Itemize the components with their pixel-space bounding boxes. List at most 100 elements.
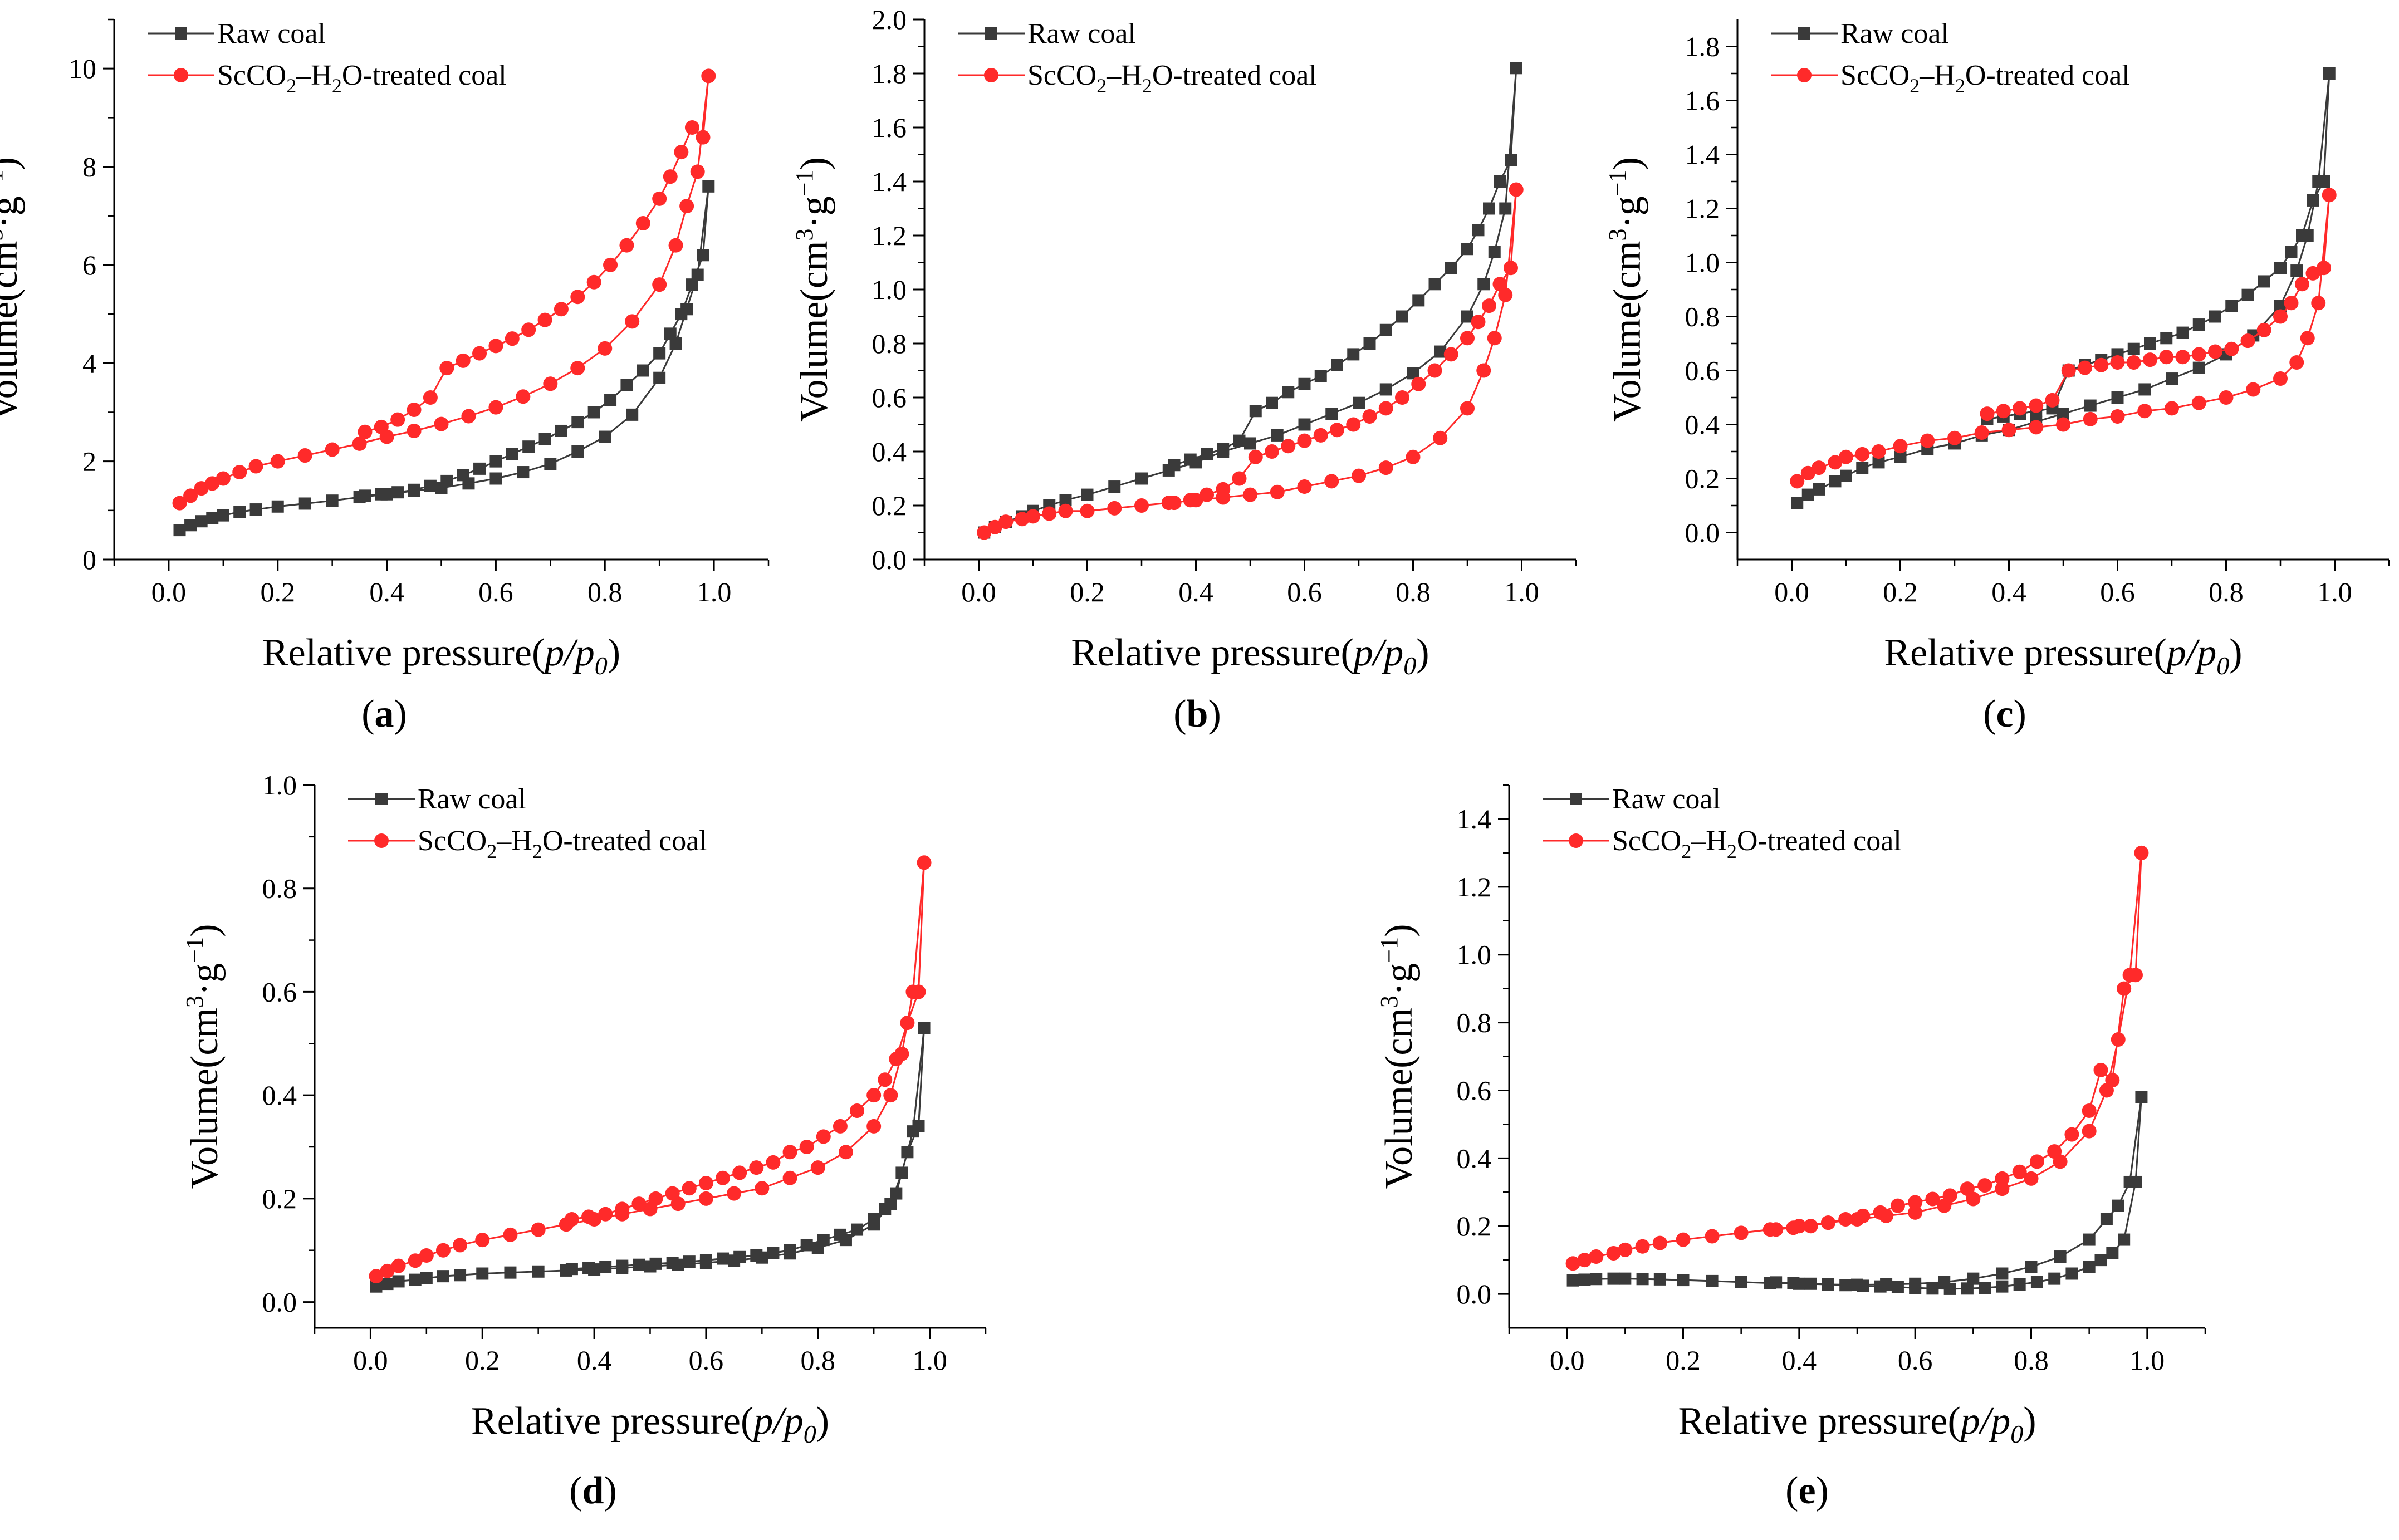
- data-point-treated: [1232, 471, 1247, 486]
- data-point-treated: [1820, 1215, 1835, 1230]
- data-point-raw: [2084, 399, 2097, 412]
- data-point-raw: [1499, 202, 1512, 215]
- data-point-raw: [1829, 475, 1842, 488]
- y-tick-label: 6: [82, 249, 96, 281]
- y-tick-label: 0.4: [262, 1080, 297, 1111]
- data-point-raw: [1787, 1277, 1800, 1289]
- data-point-raw: [233, 506, 246, 518]
- data-point-treated: [2128, 968, 2143, 983]
- data-point-treated: [684, 120, 699, 135]
- data-point-raw: [184, 519, 197, 532]
- data-point-raw: [2290, 264, 2303, 277]
- data-point-treated: [2295, 277, 2309, 292]
- legend-label: ScCO2–H2O-treated coal: [1027, 60, 1317, 97]
- data-point-treated: [380, 1263, 395, 1278]
- y-tick-label: 1.4: [1457, 803, 1492, 835]
- data-point-treated: [194, 481, 209, 496]
- data-point-treated: [564, 1212, 579, 1227]
- y-tick-label: 0.4: [1457, 1142, 1492, 1174]
- data-point-treated: [2029, 1154, 2044, 1169]
- x-tick-label: 0.6: [1287, 576, 1322, 607]
- y-tick-label: 0.6: [1685, 355, 1720, 386]
- data-point-raw: [504, 1266, 517, 1279]
- data-point-raw: [1735, 1276, 1747, 1288]
- data-point-treated: [1890, 1198, 1905, 1213]
- data-point-raw: [767, 1247, 780, 1259]
- data-point-treated: [543, 376, 558, 391]
- data-point-raw: [2094, 1254, 2107, 1267]
- y-tick-label: 8: [82, 151, 96, 183]
- data-point-treated: [2093, 1062, 2108, 1077]
- data-point-treated: [1769, 1222, 1784, 1237]
- data-point-treated: [1873, 1205, 1888, 1220]
- data-point-treated: [554, 302, 569, 317]
- data-point-treated: [505, 331, 520, 346]
- data-point-raw: [517, 466, 530, 479]
- data-point-raw: [1407, 367, 1419, 380]
- legend: Raw coal ScCO2–H2O-treated coal: [1543, 783, 1902, 862]
- data-point-treated: [407, 423, 422, 438]
- data-point-treated: [456, 353, 471, 368]
- data-point-treated: [374, 419, 389, 434]
- data-point-treated: [2256, 322, 2271, 337]
- y-tick-label: 0.0: [1685, 517, 1720, 548]
- data-point-raw: [1184, 453, 1197, 466]
- data-point-raw: [666, 1257, 679, 1269]
- data-point-treated: [537, 312, 552, 327]
- panel-label: (e): [1785, 1469, 1829, 1512]
- data-point-raw: [2065, 1267, 2078, 1280]
- x-axis-label: Relative pressure(p/p0): [1071, 631, 1429, 680]
- data-point-raw: [2209, 310, 2221, 323]
- series-raw-coal: [1791, 67, 2336, 509]
- data-point-raw: [1488, 246, 1501, 258]
- data-point-treated: [690, 164, 705, 179]
- data-point-raw: [587, 406, 600, 419]
- data-point-raw: [1798, 27, 1810, 40]
- data-point-treated: [1786, 1220, 1801, 1235]
- data-point-raw: [697, 249, 709, 262]
- data-point-raw: [1445, 262, 1457, 274]
- x-tick-label: 0.2: [1070, 576, 1105, 607]
- data-point-raw: [571, 445, 584, 458]
- x-tick-label: 0.2: [261, 576, 296, 607]
- data-point-treated: [2208, 344, 2222, 359]
- data-point-treated: [205, 476, 220, 491]
- x-tick-label: 1.0: [697, 576, 732, 607]
- data-point-treated: [1378, 460, 1393, 475]
- data-point-treated: [2305, 266, 2320, 281]
- data-point-treated: [1492, 277, 1507, 292]
- y-tick-label: 1.8: [872, 58, 907, 89]
- y-tick-label: 0.2: [872, 490, 907, 521]
- y-tick-label: 0.6: [872, 382, 907, 413]
- data-point-treated: [570, 361, 585, 376]
- data-point-treated: [1995, 1171, 2010, 1186]
- data-point-treated: [297, 448, 312, 463]
- data-point-raw: [691, 268, 704, 281]
- data-point-treated: [816, 1129, 831, 1144]
- data-point-raw: [1379, 323, 1392, 336]
- data-point-treated: [984, 68, 998, 82]
- data-point-raw: [437, 1270, 449, 1283]
- data-point-raw: [1979, 1282, 1991, 1294]
- data-point-treated: [2175, 350, 2190, 365]
- data-point-treated: [369, 1269, 384, 1284]
- data-point-raw: [2048, 1272, 2061, 1285]
- legend: Raw coal ScCO2–H2O-treated coal: [958, 18, 1317, 97]
- data-point-treated: [2056, 417, 2070, 432]
- data-point-raw: [1607, 1272, 1620, 1285]
- data-point-raw: [702, 180, 715, 193]
- data-point-treated: [866, 1119, 882, 1134]
- data-point-raw: [800, 1239, 813, 1252]
- data-point-raw: [784, 1244, 796, 1257]
- data-point-treated: [698, 1176, 713, 1190]
- data-point-raw: [1839, 1279, 1852, 1292]
- data-point-treated: [2134, 845, 2149, 860]
- data-point-treated: [2012, 1164, 2027, 1179]
- data-point-treated: [1812, 460, 1827, 475]
- y-axis-label: Volume(cm3·g−1): [1604, 157, 1649, 422]
- x-tick-label: 0.0: [1550, 1345, 1585, 1376]
- data-point-raw: [532, 1265, 545, 1278]
- data-point-raw: [2030, 1276, 2043, 1288]
- data-point-raw: [895, 1166, 908, 1179]
- data-point-raw: [1791, 497, 1804, 509]
